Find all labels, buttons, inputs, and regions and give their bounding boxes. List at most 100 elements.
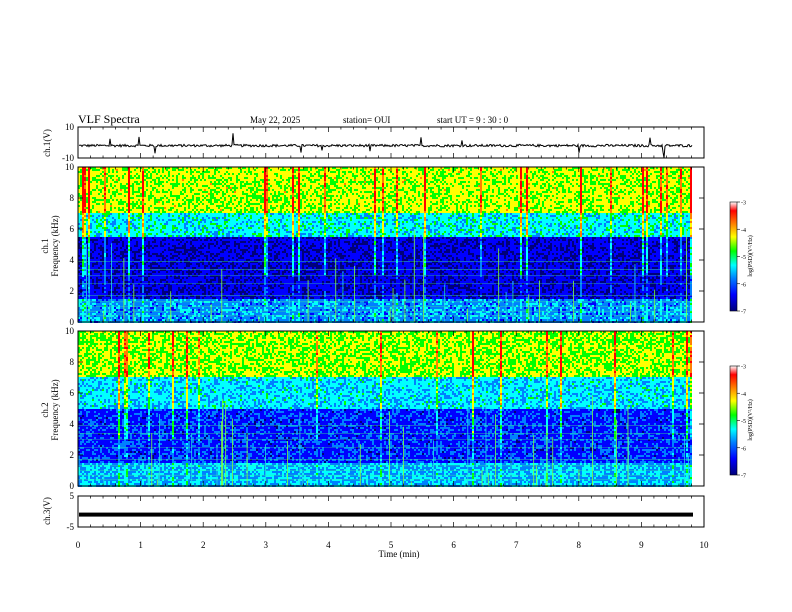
spectrogram-cell [204, 181, 206, 183]
spectrogram-cell [446, 175, 448, 177]
spectrogram-cell [670, 177, 672, 179]
spectrogram-cell [674, 173, 676, 175]
spectrogram-cell [92, 171, 94, 173]
spectrogram-cell [470, 169, 472, 171]
spectrogram-cell [446, 179, 448, 181]
spectrogram-cell [426, 173, 428, 175]
spectrogram-cell [428, 183, 430, 185]
spectrogram-cell [180, 183, 182, 185]
spectrogram-cell [496, 179, 498, 181]
spectrogram-cell [526, 169, 528, 171]
spectrogram-cell [566, 177, 568, 179]
spectrogram-cell [676, 181, 678, 183]
spectrogram-cell [452, 177, 454, 179]
spectrogram-cell [522, 183, 524, 185]
spectrogram-cell [574, 175, 576, 177]
spectrogram-cell [434, 183, 436, 185]
spectrogram-cell [598, 175, 600, 177]
spectrogram-cell [306, 173, 308, 175]
spectrogram-cell [136, 173, 138, 175]
spectrogram-cell [536, 173, 538, 175]
spectrogram-cell [542, 175, 544, 177]
spectrogram-cell [106, 171, 108, 173]
spectrogram-cell [634, 183, 636, 185]
spectrogram-cell [682, 175, 684, 177]
spectrogram-cell [544, 171, 546, 173]
spectrogram-cell [300, 171, 302, 173]
spectrogram-cell [226, 173, 228, 175]
spectrogram-cell [642, 181, 644, 183]
spectrogram-cell [448, 179, 450, 181]
spectrogram-cell [288, 173, 290, 175]
spectrogram-cell [222, 183, 224, 185]
spectrogram-cell [106, 175, 108, 177]
spectrogram-cell [612, 179, 614, 181]
spectrogram-cell [98, 171, 100, 173]
spectrogram-cell [430, 175, 432, 177]
spectrogram-cell [666, 173, 668, 175]
spectrogram-cell [326, 175, 328, 177]
spectrogram-cell [232, 183, 234, 185]
spectrogram-cell [322, 177, 324, 179]
spectrogram-cell [224, 171, 226, 173]
spectrogram-cell [426, 171, 428, 173]
spectrogram-cell [180, 185, 182, 187]
spectrogram-cell [534, 183, 536, 185]
spectrogram-cell [230, 177, 232, 179]
spectrogram-cell [248, 181, 250, 183]
spectrogram-cell [464, 183, 466, 185]
spectrogram-cell [286, 177, 288, 179]
spectrogram-cell [606, 183, 608, 185]
spectrogram-cell [82, 179, 84, 181]
spectrogram-cell [168, 183, 170, 185]
spectrogram-cell [518, 173, 520, 175]
spectrogram-cell [340, 177, 342, 179]
spectrogram-cell [122, 171, 124, 173]
spectrogram-cell [196, 181, 198, 183]
spectrogram-cell [208, 183, 210, 185]
spectrogram-cell [268, 171, 270, 173]
spectrogram-cell [534, 171, 536, 173]
spectrogram-cell [334, 181, 336, 183]
spectrogram-cell [186, 175, 188, 177]
spectrogram-cell [384, 175, 386, 177]
spectrogram-cell [218, 181, 220, 183]
spectrogram-cell [522, 173, 524, 175]
spectrogram-cell [466, 171, 468, 173]
spectrogram-cell [80, 173, 82, 175]
spectrogram-cell [240, 175, 242, 177]
spectrogram-cell [96, 175, 98, 177]
spectrogram-cell [84, 175, 86, 177]
spectrogram-cell [354, 171, 356, 173]
spectrogram-cell [562, 175, 564, 177]
spectrogram-cell [90, 175, 92, 177]
spectrogram-cell [510, 179, 512, 181]
spectrogram-cell [202, 177, 204, 179]
spectrogram-cell [618, 177, 620, 179]
spectrogram-cell [188, 181, 190, 183]
spectrogram-cell [216, 177, 218, 179]
spectrogram-cell [454, 171, 456, 173]
spectrogram-cell [254, 177, 256, 179]
spectrogram-cell [524, 181, 526, 183]
spectrogram-cell [104, 171, 106, 173]
spectrogram-cell [122, 181, 124, 183]
spectrogram-cell [146, 177, 148, 179]
spectrogram-cell [644, 173, 646, 175]
spectrogram-cell [120, 181, 122, 183]
spectrogram-cell [106, 185, 108, 187]
spectrogram-cell [640, 183, 642, 185]
spectrogram-cell [656, 175, 658, 177]
spectrogram-cell [414, 177, 416, 179]
spectrogram-cell [488, 177, 490, 179]
spectrogram-cell [246, 181, 248, 183]
spectrogram-cell [276, 181, 278, 183]
spectrogram-cell [548, 183, 550, 185]
spectrogram-cell [222, 171, 224, 173]
spectrogram-cell [202, 179, 204, 181]
spectrogram-cell [160, 175, 162, 177]
spectrogram-cell [604, 169, 606, 171]
spectrogram-cell [556, 171, 558, 173]
spectrogram-cell [306, 175, 308, 177]
spectrogram-cell [646, 175, 648, 177]
